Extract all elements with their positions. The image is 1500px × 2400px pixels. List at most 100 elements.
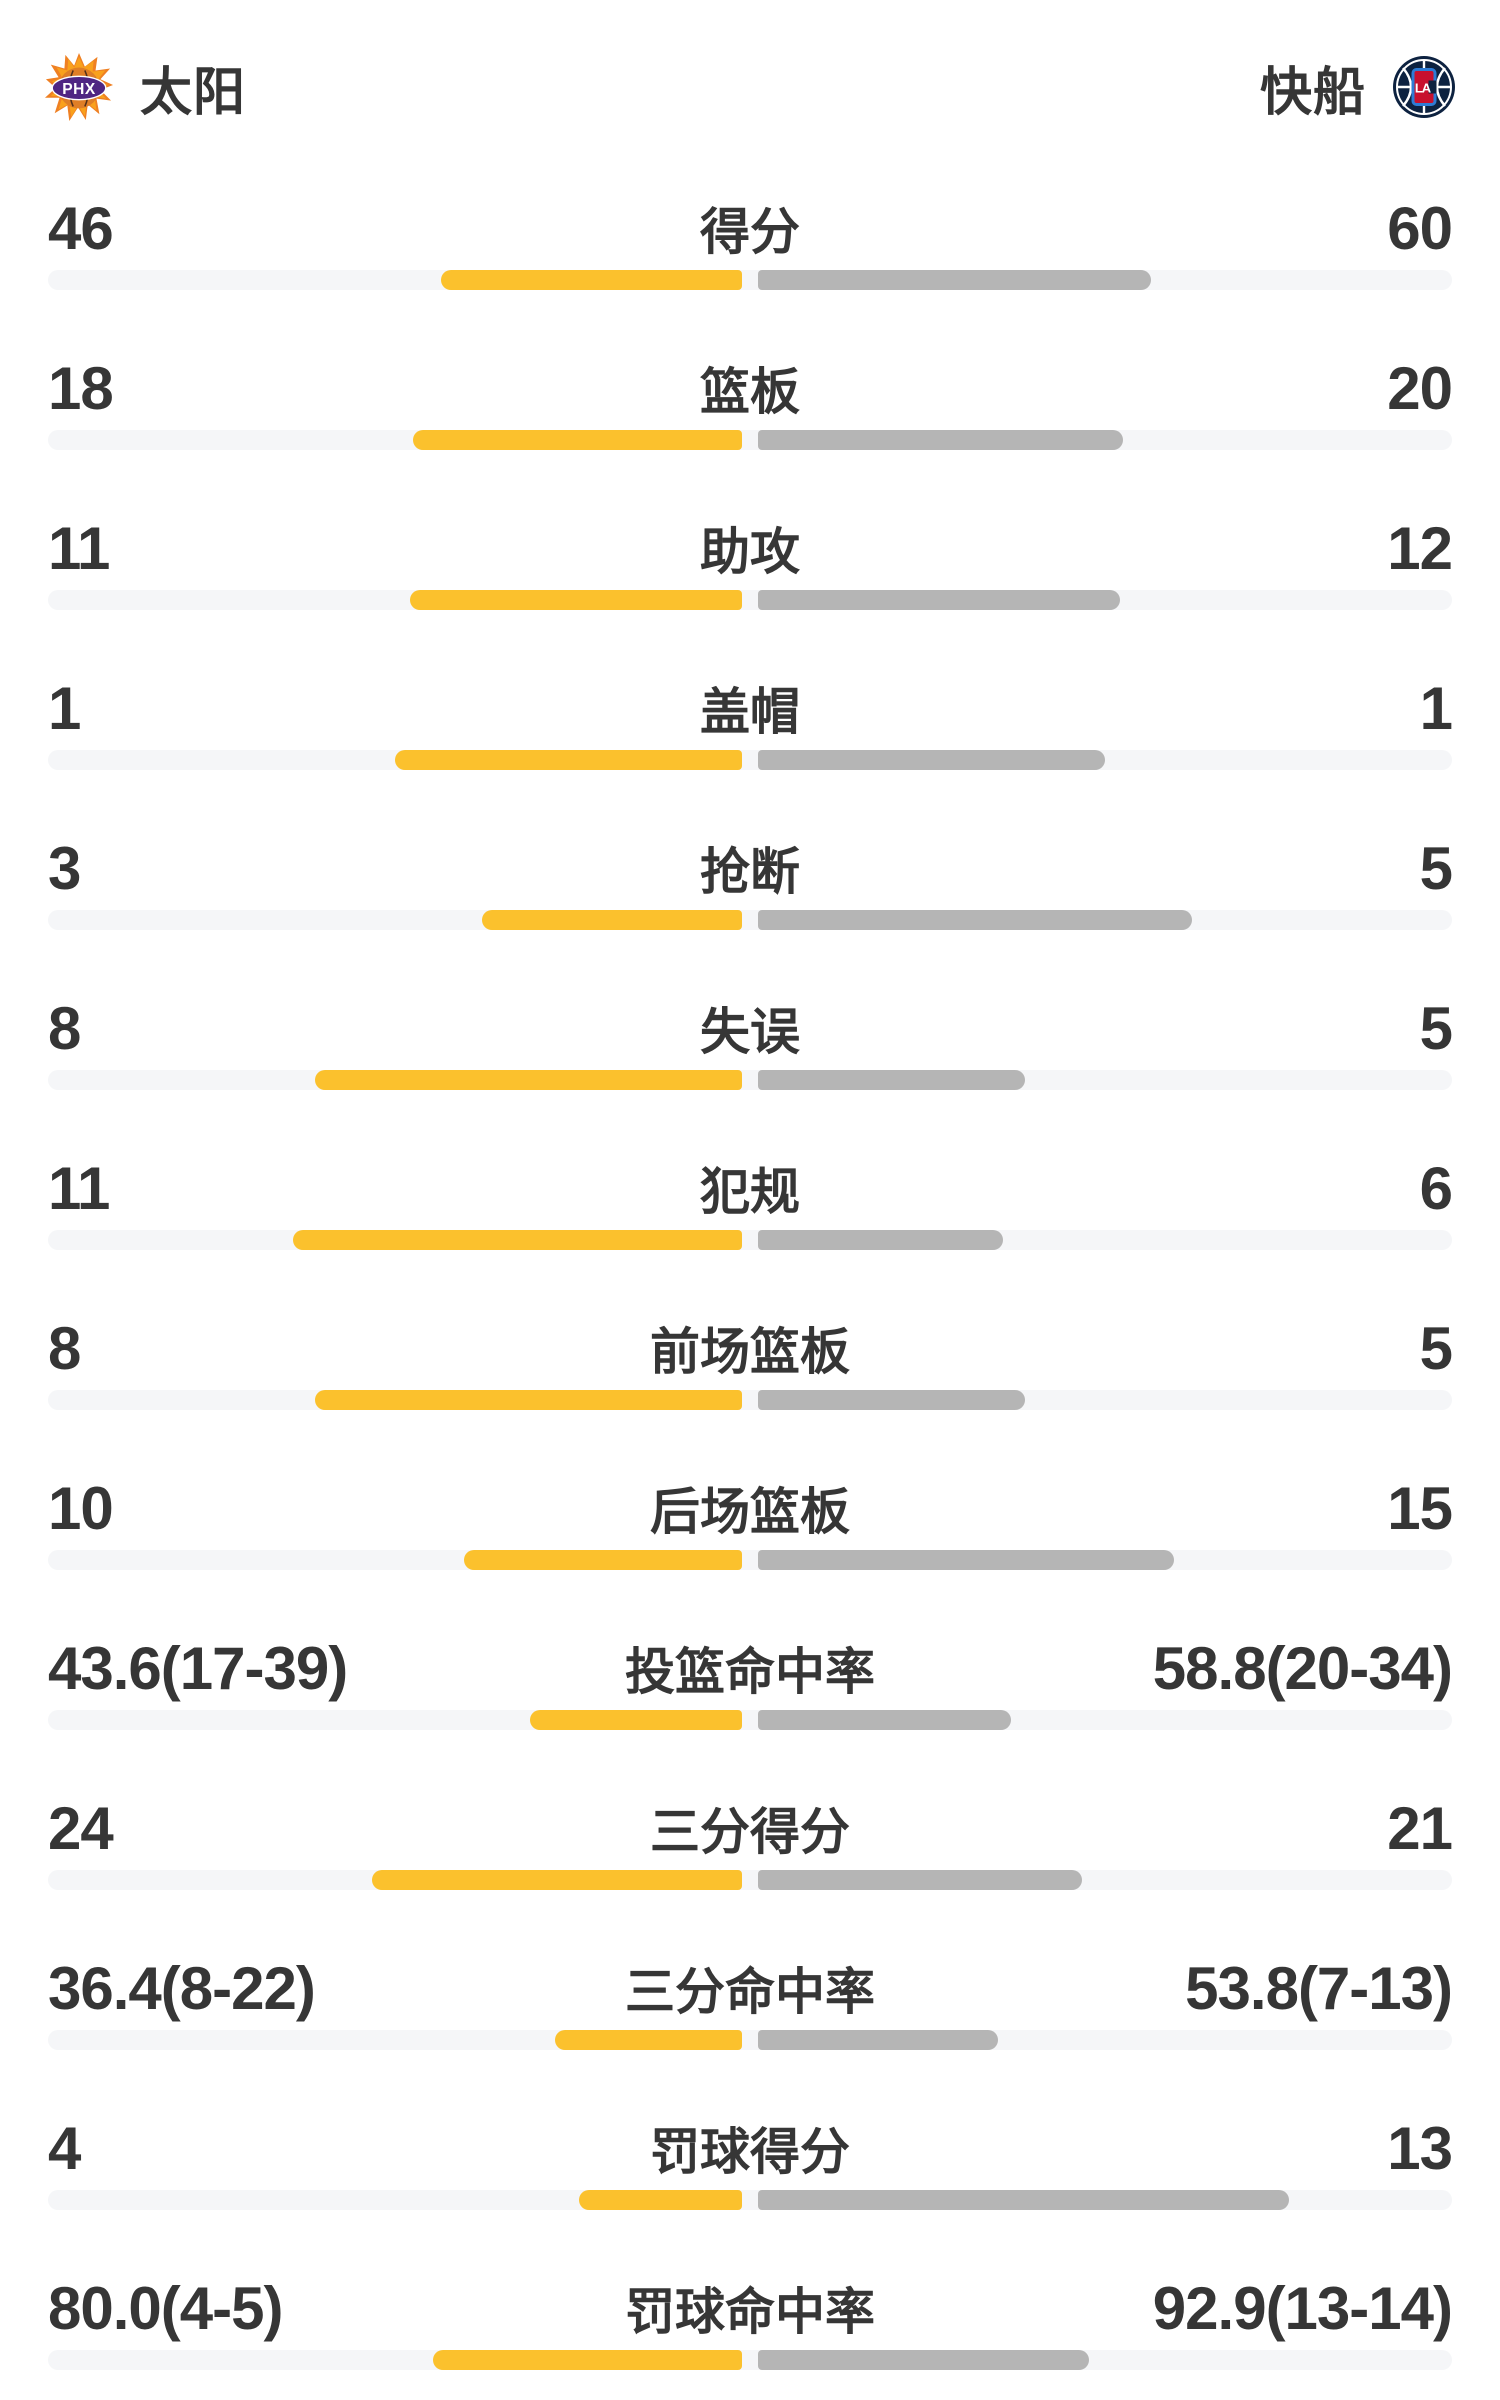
home-bar bbox=[555, 2030, 742, 2050]
stat-bar-track bbox=[48, 1230, 1452, 1250]
away-value: 92.9(13-14) bbox=[1152, 2274, 1453, 2342]
stat-line: 80.0(4-5) 罚球命中率 92.9(13-14) bbox=[48, 2274, 1453, 2342]
stat-line: 36.4(8-22) 三分命中率 53.8(7-13) bbox=[48, 1954, 1453, 2022]
stat-row: 1 盖帽 1 bbox=[0, 640, 1500, 800]
stat-row: 36.4(8-22) 三分命中率 53.8(7-13) bbox=[0, 1920, 1500, 2080]
clippers-logo-icon: LA bbox=[1393, 56, 1455, 118]
stat-bar-track bbox=[48, 750, 1452, 770]
stat-label: 篮板 bbox=[700, 364, 800, 420]
stat-bar-track bbox=[48, 1710, 1452, 1730]
stat-label: 投篮命中率 bbox=[625, 1644, 875, 1700]
team-away-name: 快船 bbox=[1259, 63, 1366, 122]
clippers-logo-text: LA bbox=[1415, 81, 1432, 96]
suns-logo-icon: PHX bbox=[44, 52, 114, 122]
away-value: 6 bbox=[1419, 1154, 1453, 1222]
stat-label: 失误 bbox=[700, 1004, 800, 1060]
home-bar bbox=[372, 1870, 742, 1890]
stat-bar-track bbox=[48, 270, 1452, 290]
team-home-name: 太阳 bbox=[140, 63, 247, 122]
stat-bar-track bbox=[48, 2350, 1452, 2370]
home-bar bbox=[578, 2190, 742, 2210]
away-bar bbox=[758, 750, 1105, 770]
home-bar bbox=[413, 430, 742, 450]
away-bar bbox=[758, 1710, 1012, 1730]
suns-logo-text: PHX bbox=[62, 81, 96, 98]
stat-label: 三分得分 bbox=[650, 1804, 850, 1860]
home-value: 80.0(4-5) bbox=[48, 2274, 283, 2342]
home-value: 43.6(17-39) bbox=[48, 1634, 348, 1702]
away-value: 53.8(7-13) bbox=[1185, 1954, 1453, 2022]
stat-bar-track bbox=[48, 2190, 1452, 2210]
away-value: 5 bbox=[1419, 834, 1453, 902]
team-home: PHX 太阳 bbox=[44, 50, 246, 125]
away-bar bbox=[758, 910, 1192, 930]
away-value: 21 bbox=[1387, 1794, 1453, 1862]
home-value: 18 bbox=[48, 354, 114, 422]
stat-bar-track bbox=[48, 2030, 1452, 2050]
stat-label: 犯规 bbox=[700, 1164, 800, 1220]
home-value: 10 bbox=[48, 1474, 114, 1542]
away-bar bbox=[758, 1390, 1026, 1410]
away-bar bbox=[758, 1070, 1026, 1090]
away-value: 12 bbox=[1387, 514, 1453, 582]
home-value: 8 bbox=[48, 1314, 81, 1382]
stat-line: 8 失误 5 bbox=[48, 994, 1453, 1062]
stat-label: 抢断 bbox=[700, 844, 800, 900]
stat-bar-track bbox=[48, 1550, 1452, 1570]
away-bar bbox=[758, 590, 1121, 610]
stat-line: 1 盖帽 1 bbox=[48, 674, 1453, 742]
home-value: 4 bbox=[48, 2114, 81, 2182]
stat-label: 盖帽 bbox=[700, 684, 800, 740]
stat-row: 46 得分 60 bbox=[0, 160, 1500, 320]
stat-line: 43.6(17-39) 投篮命中率 58.8(20-34) bbox=[48, 1634, 1453, 1702]
stat-label: 助攻 bbox=[700, 524, 800, 580]
stat-row: 8 前场篮板 5 bbox=[0, 1280, 1500, 1440]
away-value: 60 bbox=[1387, 194, 1453, 262]
stat-bar-track bbox=[48, 590, 1452, 610]
stat-bar-track bbox=[48, 1070, 1452, 1090]
away-bar bbox=[758, 1870, 1083, 1890]
away-value: 1 bbox=[1419, 674, 1453, 742]
stat-line: 10 后场篮板 15 bbox=[48, 1474, 1453, 1542]
home-bar bbox=[529, 1710, 742, 1730]
home-value: 11 bbox=[48, 1154, 110, 1222]
stat-line: 24 三分得分 21 bbox=[48, 1794, 1453, 1862]
home-bar bbox=[440, 270, 742, 290]
away-bar bbox=[758, 1230, 1003, 1250]
away-bar bbox=[758, 1550, 1175, 1570]
stat-row: 3 抢断 5 bbox=[0, 800, 1500, 960]
away-value: 15 bbox=[1387, 1474, 1453, 1542]
stat-row: 11 犯规 6 bbox=[0, 1120, 1500, 1280]
stat-line: 3 抢断 5 bbox=[48, 834, 1453, 902]
stat-line: 8 前场篮板 5 bbox=[48, 1314, 1453, 1382]
home-value: 3 bbox=[48, 834, 81, 902]
stat-line: 18 篮板 20 bbox=[48, 354, 1453, 422]
stat-label: 前场篮板 bbox=[650, 1324, 850, 1380]
stat-bar-track bbox=[48, 430, 1452, 450]
stat-row: 11 助攻 12 bbox=[0, 480, 1500, 640]
stats-list: 46 得分 60 18 篮板 20 11 助攻 12 bbox=[0, 160, 1500, 2400]
home-value: 11 bbox=[48, 514, 110, 582]
away-bar bbox=[758, 2350, 1090, 2370]
home-value: 46 bbox=[48, 194, 114, 262]
away-value: 58.8(20-34) bbox=[1152, 1634, 1453, 1702]
stat-row: 10 后场篮板 15 bbox=[0, 1440, 1500, 1600]
stat-label: 得分 bbox=[700, 204, 800, 260]
home-bar bbox=[292, 1230, 742, 1250]
away-bar bbox=[758, 2030, 999, 2050]
home-bar bbox=[315, 1070, 742, 1090]
home-bar bbox=[433, 2350, 742, 2370]
away-bar bbox=[758, 2190, 1289, 2210]
away-bar bbox=[758, 430, 1124, 450]
header: PHX 太阳 快船 LA bbox=[0, 0, 1500, 160]
away-value: 5 bbox=[1419, 1314, 1453, 1382]
stat-bar-track bbox=[48, 910, 1452, 930]
stat-row: 4 罚球得分 13 bbox=[0, 2080, 1500, 2240]
stat-label: 三分命中率 bbox=[625, 1964, 875, 2020]
stat-row: 8 失误 5 bbox=[0, 960, 1500, 1120]
away-value: 20 bbox=[1387, 354, 1453, 422]
home-value: 8 bbox=[48, 994, 81, 1062]
stat-row: 80.0(4-5) 罚球命中率 92.9(13-14) bbox=[0, 2240, 1500, 2400]
away-value: 13 bbox=[1387, 2114, 1453, 2182]
